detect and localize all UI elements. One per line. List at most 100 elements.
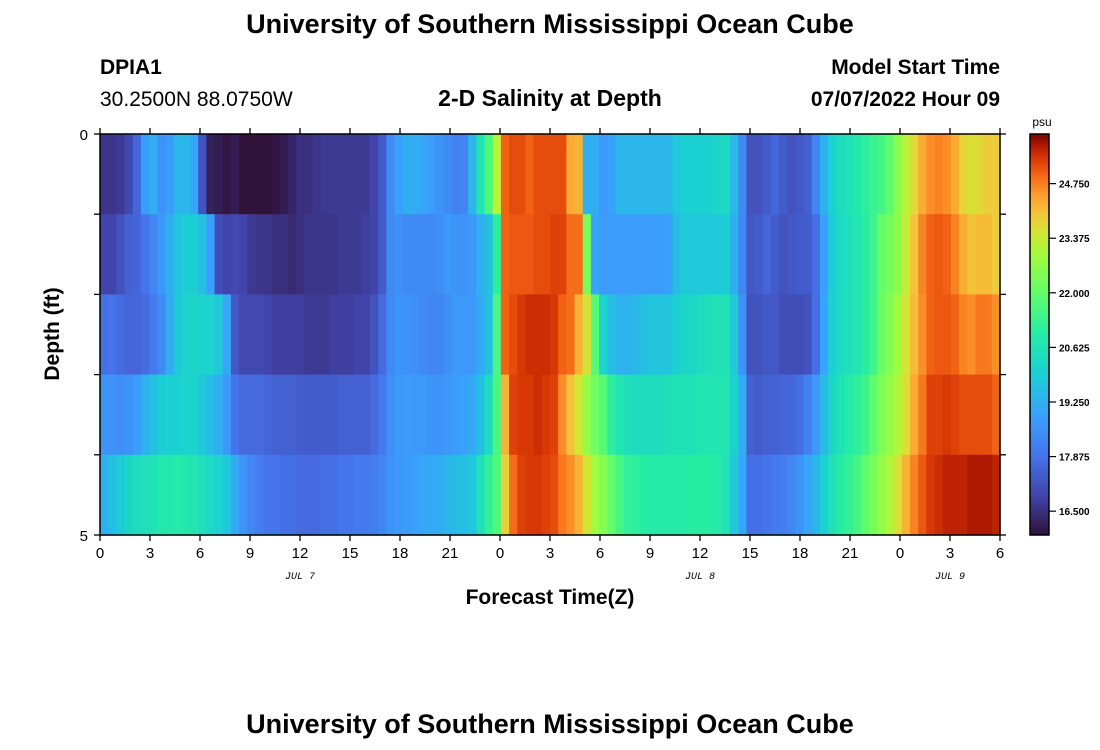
heatmap-cell <box>402 294 412 376</box>
heatmap-cell <box>353 134 363 215</box>
heatmap-cell <box>410 134 420 215</box>
heatmap-cell <box>926 134 936 215</box>
heatmap-cell <box>157 134 167 215</box>
heatmap-cell <box>271 294 281 376</box>
heatmap-cell <box>370 454 379 536</box>
heatmap-cell <box>893 214 903 295</box>
heatmap-cell <box>149 214 158 295</box>
heatmap-cell <box>738 214 747 295</box>
x-tick-label: 3 <box>146 545 154 562</box>
x-tick-label: 18 <box>392 545 409 562</box>
heatmap-cell <box>288 134 297 215</box>
heatmap-cell <box>975 374 985 456</box>
heatmap-cell <box>680 454 690 536</box>
heatmap-cell <box>402 214 412 295</box>
colorbar-unit: psu <box>1032 115 1051 129</box>
heatmap-cell <box>402 134 412 215</box>
heatmap-cell <box>615 454 625 536</box>
heatmap-cell <box>370 374 379 456</box>
heatmap-cell <box>713 454 723 536</box>
heatmap-cell <box>869 374 878 456</box>
heatmap-cell <box>378 374 387 456</box>
heatmap-cell <box>705 294 715 376</box>
heatmap-cell <box>762 454 772 536</box>
heatmap-cell <box>877 374 887 456</box>
heatmap-cell <box>320 454 330 536</box>
heatmap-cell <box>648 214 657 295</box>
heatmap-cell <box>337 454 347 536</box>
heatmap-cell <box>869 454 878 536</box>
heatmap-cell <box>108 454 117 536</box>
heatmap-cell <box>680 374 690 456</box>
heatmap-cell <box>198 134 207 215</box>
heatmap-cell <box>402 454 412 536</box>
heatmap-cell <box>770 294 780 376</box>
heatmap-cell <box>108 134 117 215</box>
colorbar-tick-label: 16.500 <box>1059 507 1090 518</box>
heatmap-cell <box>181 294 191 376</box>
heatmap-cell <box>132 454 142 536</box>
heatmap-cell <box>492 214 502 295</box>
heatmap-cell <box>296 214 306 295</box>
heatmap-cell <box>983 134 993 215</box>
heatmap-cell <box>689 294 698 376</box>
y-axis: 05 <box>80 127 1006 545</box>
heatmap-cell <box>885 454 895 536</box>
heatmap-cell <box>484 294 494 376</box>
heatmap-cell <box>558 214 567 295</box>
heatmap-cell <box>550 374 559 456</box>
heatmap-cell <box>869 134 878 215</box>
heatmap-cell <box>198 374 207 456</box>
heatmap-cell <box>124 214 134 295</box>
heatmap-cell <box>877 454 887 536</box>
heatmap-cell <box>533 214 543 295</box>
heatmap-cell <box>247 454 257 536</box>
heatmap-cell <box>697 454 707 536</box>
heatmap-cell <box>124 134 134 215</box>
heatmap-cell <box>517 134 527 215</box>
heatmap-cell <box>460 134 469 215</box>
heatmap-cell <box>247 294 257 376</box>
heatmap-cell <box>566 294 576 376</box>
heatmap-cell <box>983 294 993 376</box>
heatmap-cell <box>697 374 707 456</box>
heatmap-cell <box>443 214 453 295</box>
x-tick-label: 15 <box>342 545 359 562</box>
heatmap-cell <box>230 214 240 295</box>
heatmap-cell <box>558 134 567 215</box>
model-start-label: Model Start Time <box>831 56 1000 79</box>
heatmap-cell <box>239 454 248 536</box>
heatmap-cell <box>934 374 944 456</box>
heatmap-cell <box>304 374 314 456</box>
heatmap-cell <box>460 374 469 456</box>
heatmap-cell <box>910 374 919 456</box>
heatmap-cell <box>852 294 862 376</box>
heatmap-cell <box>942 134 952 215</box>
heatmap-cell <box>860 454 870 536</box>
heatmap-cell <box>476 214 486 295</box>
heatmap-cell <box>820 214 829 295</box>
heatmap-cell <box>320 214 330 295</box>
heatmap-cell <box>100 294 109 376</box>
heatmap-cell <box>820 294 829 376</box>
heatmap-cell <box>836 214 846 295</box>
heatmap-cell <box>975 294 985 376</box>
heatmap-cell <box>844 374 854 456</box>
heatmap-cell <box>468 374 477 456</box>
heatmap-cell <box>443 374 453 456</box>
heatmap-cell <box>500 374 510 456</box>
heatmap-cell <box>672 374 682 456</box>
heatmap-cell <box>983 214 993 295</box>
heatmap-cell <box>590 134 600 215</box>
heatmap-cell <box>590 374 600 456</box>
heatmap-cell <box>280 214 289 295</box>
heatmap-cell <box>386 134 396 215</box>
heatmap-cell <box>820 134 829 215</box>
heatmap-cell <box>419 374 428 456</box>
heatmap-cell <box>918 214 927 295</box>
heatmap-cell <box>640 294 649 376</box>
heatmap-cell <box>206 294 216 376</box>
heatmap-cell <box>140 134 150 215</box>
heatmap-cell <box>844 214 854 295</box>
heatmap-cell <box>476 294 486 376</box>
